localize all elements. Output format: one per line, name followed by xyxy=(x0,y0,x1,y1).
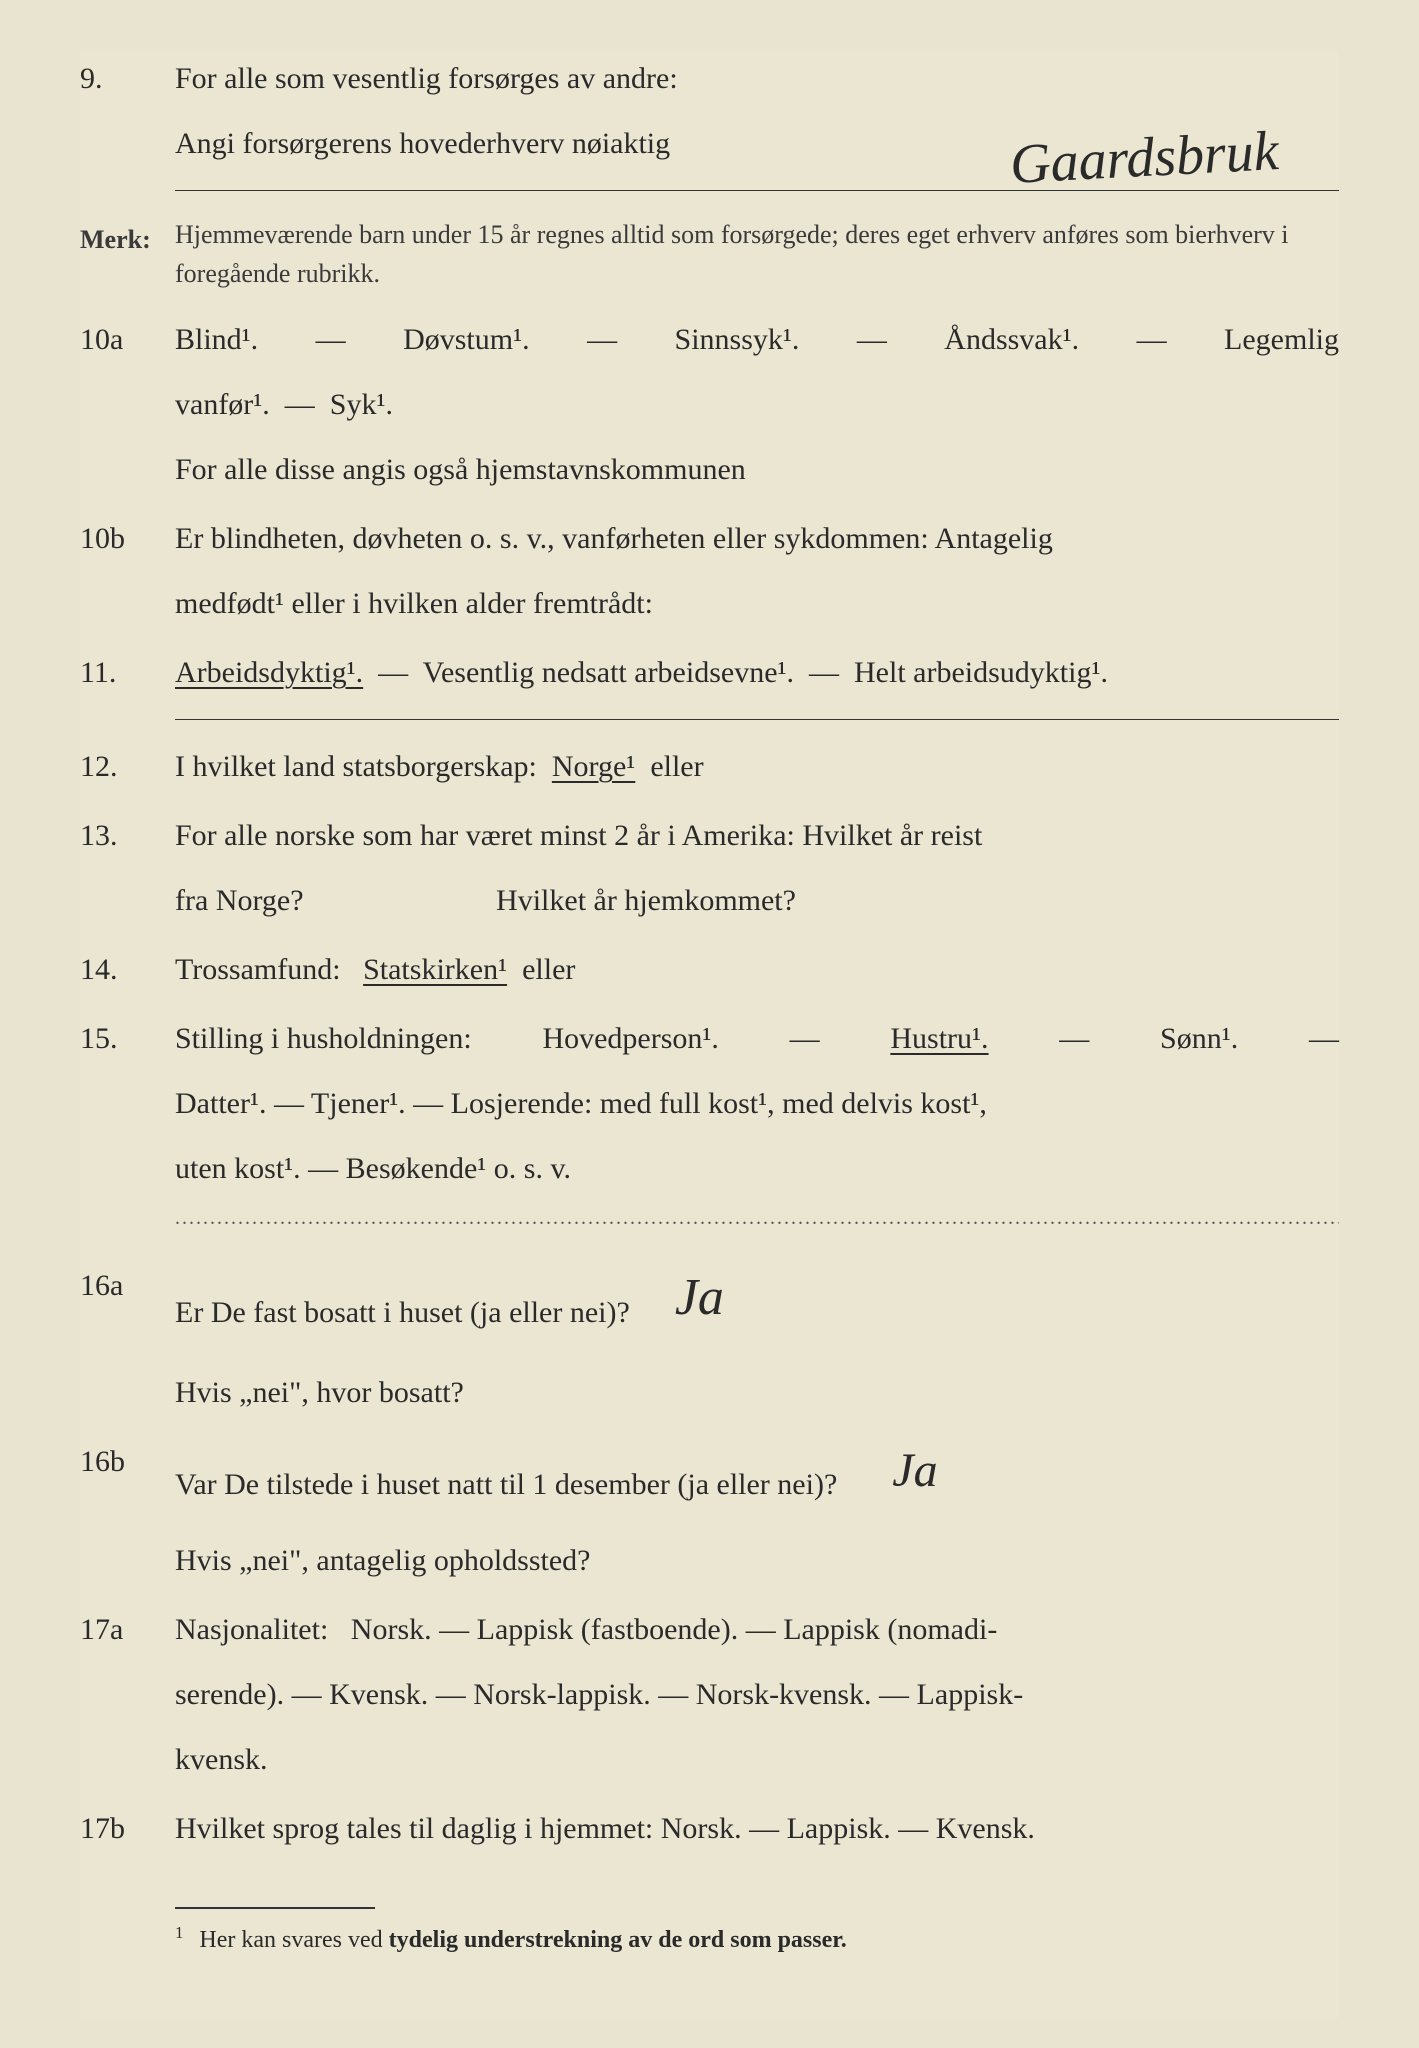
q13-hjemkommet: Hvilket år hjemkommet? xyxy=(496,884,796,917)
q10a-opt-andssvak: Åndssvak¹. xyxy=(944,311,1079,368)
q10b-line1: Er blindheten, døvheten o. s. v., vanfør… xyxy=(175,510,1339,567)
question-17b: 17b Hvilket sprog tales til daglig i hje… xyxy=(80,1800,1339,1857)
q9-number: 9. xyxy=(80,50,175,172)
q15-opt-sonn: Sønn¹. xyxy=(1160,1010,1238,1067)
q15-number: 15. xyxy=(80,1010,175,1197)
q15-extra-line xyxy=(175,1209,1339,1239)
q14-text-b: eller xyxy=(522,953,575,986)
q17a-text-a: Nasjonalitet: xyxy=(175,1613,328,1646)
q15-opt-hustru: Hustru¹. xyxy=(890,1010,988,1067)
q16a-line2: Hvis „nei", hvor bosatt? xyxy=(175,1376,464,1409)
q10a-opt-blind: Blind¹. xyxy=(175,311,258,368)
question-12: 12. I hvilket land statsborgerskap: Norg… xyxy=(80,738,1339,795)
q17a-line2: serende). — Kvensk. — Norsk-lappisk. — N… xyxy=(175,1666,1339,1723)
q12-number: 12. xyxy=(80,738,175,795)
question-16a: 16a Er De fast bosatt i huset (ja eller … xyxy=(80,1257,1339,1421)
question-17a: 17a Nasjonalitet: Norsk. — Lappisk (fast… xyxy=(80,1601,1339,1788)
question-10b: 10b Er blindheten, døvheten o. s. v., va… xyxy=(80,510,1339,632)
q17a-opts: Norsk. — Lappisk (fastboende). — Lappisk… xyxy=(351,1613,998,1646)
q14-opt-statskirken: Statskirken¹ xyxy=(363,953,507,986)
question-14: 14. Trossamfund: Statskirken¹ eller xyxy=(80,941,1339,998)
q10a-hjemstavn: For alle disse angis også hjemstavnskomm… xyxy=(175,453,746,486)
q10b-line2: medfødt¹ eller i hvilken alder fremtrådt… xyxy=(175,587,653,620)
q16b-number: 16b xyxy=(80,1433,175,1589)
q17b-text: Hvilket sprog tales til daglig i hjemmet… xyxy=(175,1800,1339,1857)
q16a-number: 16a xyxy=(80,1257,175,1421)
q9-line2: Angi forsørgerens hovederhverv nøiaktig xyxy=(175,127,670,160)
footnote-text-bold: tydelig understrekning av de ord som pas… xyxy=(389,1927,847,1953)
q10b-number: 10b xyxy=(80,510,175,632)
divider-after-11 xyxy=(175,719,1339,720)
merk-label: Merk: xyxy=(80,215,175,293)
q15-opt-hovedperson: Hovedperson¹. xyxy=(542,1010,718,1067)
q11-opt-arbeidsdyktig: Arbeidsdyktig¹. xyxy=(175,656,363,689)
q11-opt-udyktig: Helt arbeidsudyktig¹. xyxy=(854,656,1108,689)
question-10a: 10a Blind¹.— Døvstum¹.— Sinnssyk¹.— Ånds… xyxy=(80,311,1339,498)
q16b-line2: Hvis „nei", antagelig opholdssted? xyxy=(175,1544,591,1577)
q11-opt-nedsatt: Vesentlig nedsatt arbeidsevne¹. xyxy=(423,656,794,689)
q16a-line1: Er De fast bosatt i huset (ja eller nei)… xyxy=(175,1296,630,1329)
q13-fra-norge: fra Norge? xyxy=(175,884,304,917)
merk-text: Hjemmeværende barn under 15 år regnes al… xyxy=(175,215,1339,293)
q15-text-a: Stilling i husholdningen: xyxy=(175,1010,472,1067)
q17a-line3: kvensk. xyxy=(175,1731,1339,1788)
q16b-line1: Var De tilstede i huset natt til 1 desem… xyxy=(175,1468,837,1501)
q12-opt-norge: Norge¹ xyxy=(552,750,635,783)
footnote-num: 1 xyxy=(175,1923,183,1942)
q10a-opt-dovstum: Døvstum¹. xyxy=(403,311,530,368)
footnote-rule xyxy=(175,1907,375,1909)
q13-line1: For alle norske som har været minst 2 år… xyxy=(175,807,1339,864)
q17b-number: 17b xyxy=(80,1800,175,1857)
q10a-syk: Syk¹. xyxy=(330,388,393,421)
q15-line3: uten kost¹. — Besøkende¹ o. s. v. xyxy=(175,1152,571,1185)
q12-text-b: eller xyxy=(650,750,703,783)
q10a-vanfor: vanfør¹. xyxy=(175,388,270,421)
q10a-opt-legemlig: Legemlig xyxy=(1224,311,1339,368)
q16a-handwritten-ja: Ja xyxy=(675,1269,724,1326)
q10a-opt-sinnssyk: Sinnssyk¹. xyxy=(675,311,800,368)
census-form-page: 9. For alle som vesentlig forsørges av a… xyxy=(80,50,1339,2018)
q10a-number: 10a xyxy=(80,311,175,498)
q12-text-a: I hvilket land statsborgerskap: xyxy=(175,750,537,783)
q15-line2: Datter¹. — Tjener¹. — Losjerende: med fu… xyxy=(175,1075,1339,1132)
question-16b: 16b Var De tilstede i huset natt til 1 d… xyxy=(80,1433,1339,1589)
question-13: 13. For alle norske som har været minst … xyxy=(80,807,1339,929)
q14-number: 14. xyxy=(80,941,175,998)
q14-text-a: Trossamfund: xyxy=(175,953,341,986)
q17a-number: 17a xyxy=(80,1601,175,1788)
footnote-text-a: Her kan svares ved xyxy=(199,1927,382,1953)
merk-note: Merk: Hjemmeværende barn under 15 år reg… xyxy=(80,215,1339,293)
q9-handwritten-answer: Gaardsbruk xyxy=(1008,98,1282,218)
q16b-handwritten-ja: Ja xyxy=(892,1444,937,1497)
q9-line1: For alle som vesentlig forsørges av andr… xyxy=(175,50,1339,107)
question-15: 15. Stilling i husholdningen: Hovedperso… xyxy=(80,1010,1339,1197)
q13-number: 13. xyxy=(80,807,175,929)
q11-number: 11. xyxy=(80,644,175,701)
footnote: 1 Her kan svares ved tydelig understrekn… xyxy=(175,1917,1339,1964)
question-11: 11. Arbeidsdyktig¹. — Vesentlig nedsatt … xyxy=(80,644,1339,701)
